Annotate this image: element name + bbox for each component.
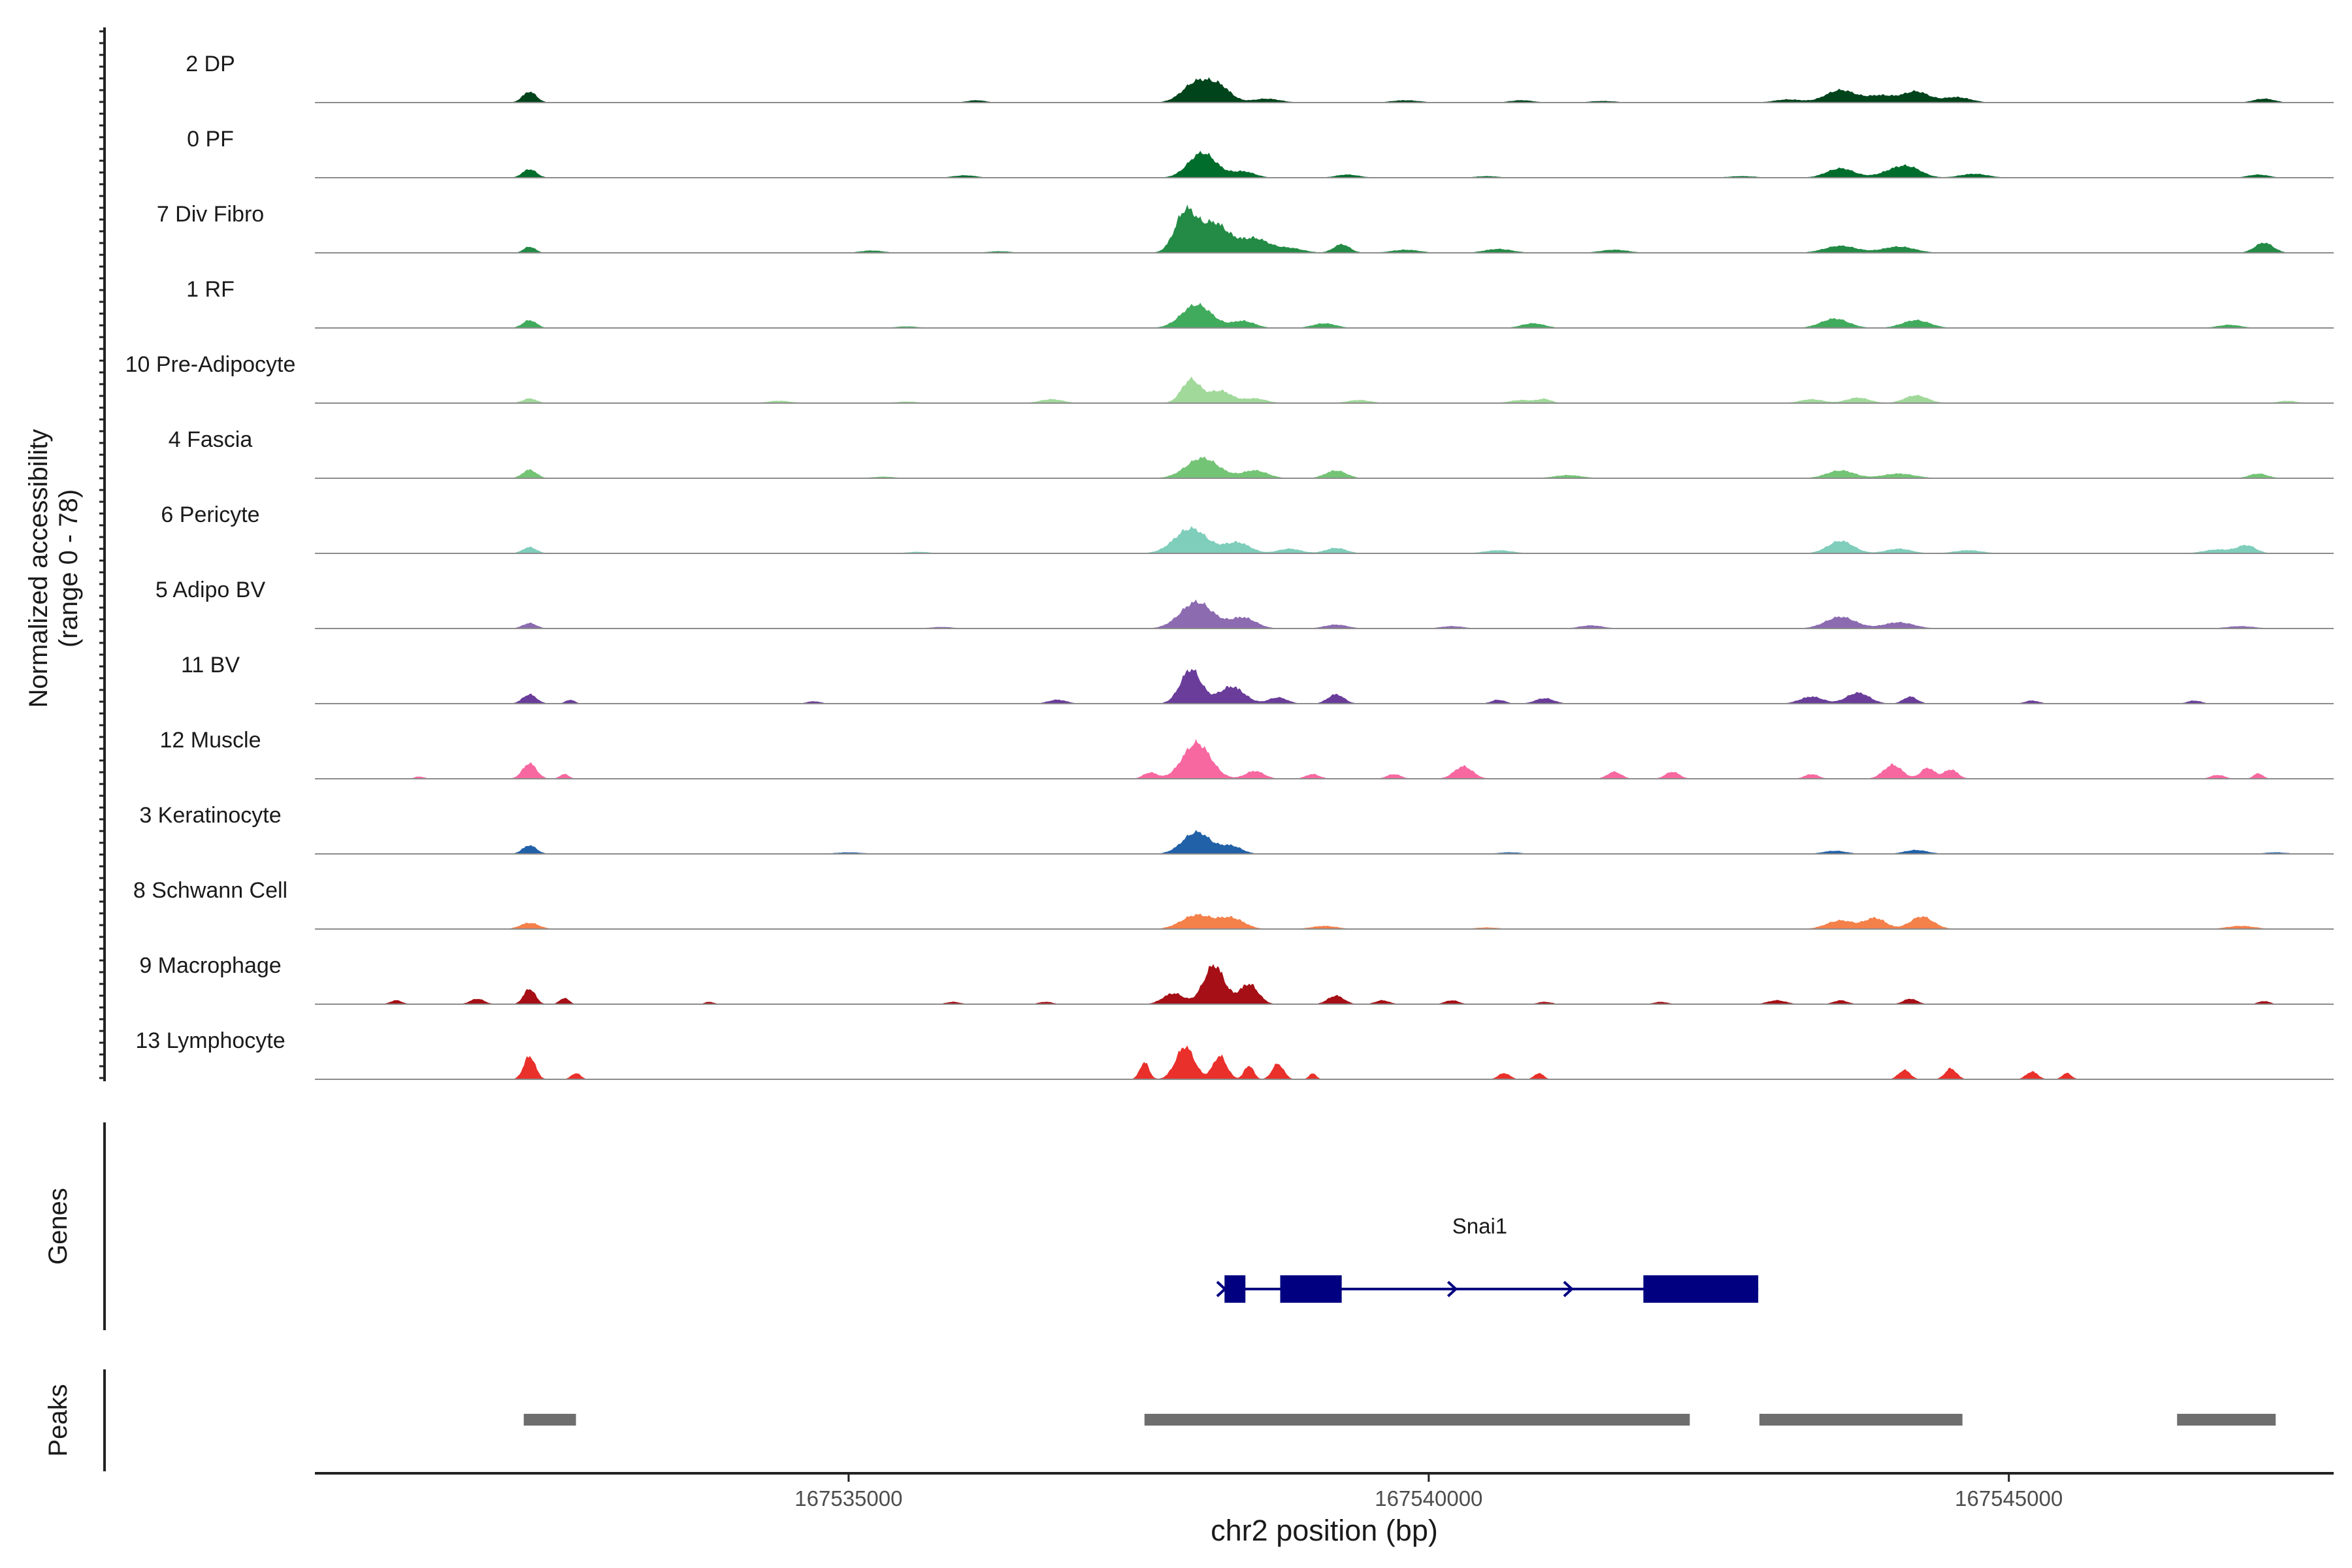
track-2-dp: 2 DP: [186, 52, 2334, 103]
gene-name-label: Snai1: [1452, 1214, 1507, 1238]
x-tick-label: 167540000: [1375, 1486, 1482, 1511]
coverage-area: [315, 302, 2334, 328]
coverage-area: [315, 150, 2334, 178]
y-axis-title-line2: (range 0 - 78): [54, 489, 83, 647]
track-12-muscle: 12 Muscle: [160, 728, 2334, 779]
gene-exon: [1280, 1275, 1342, 1303]
track-label: 8 Schwann Cell: [133, 878, 287, 903]
strand-arrow-icon: [1216, 1281, 1227, 1298]
track-label: 10 Pre-Adipocyte: [125, 352, 296, 377]
track-9-macrophage: 9 Macrophage: [139, 953, 2334, 1005]
track-5-adipo-bv: 5 Adipo BV: [155, 578, 2334, 629]
coverage-area: [315, 77, 2334, 103]
track-0-pf: 0 PF: [187, 127, 2334, 178]
coverage-area: [315, 526, 2334, 553]
coverage-tracks: 2 DP 0 PF 7 Div Fibro 1 RF 10 Pre-Adipocyte 4…: [125, 52, 2334, 1080]
peak-intervals: [523, 1414, 2276, 1426]
coverage-area: [315, 599, 2334, 629]
peak-interval: [2177, 1414, 2276, 1426]
strand-arrow-icon: [1563, 1281, 1574, 1298]
coverage-area: [315, 668, 2334, 704]
track-label: 13 Lymphocyte: [135, 1028, 285, 1053]
x-tick-label: 167535000: [794, 1486, 902, 1511]
track-8-schwann-cell: 8 Schwann Cell: [133, 878, 2334, 930]
track-10-pre-adipocyte: 10 Pre-Adipocyte: [125, 352, 2334, 404]
genes-track-label: Genes: [44, 1188, 73, 1265]
track-label: 1 RF: [186, 277, 235, 302]
track-label: 4 Fascia: [169, 427, 253, 452]
x-axis-ticks: 167535000 167540000 167545000: [794, 1473, 2063, 1511]
track-label: 7 Div Fibro: [157, 202, 264, 227]
gene-exon: [1224, 1275, 1246, 1303]
coverage-area: [315, 204, 2334, 253]
x-tick-label: 167545000: [1955, 1486, 2063, 1511]
track-label: 11 BV: [181, 653, 240, 678]
track-label: 3 Keratinocyte: [139, 803, 281, 828]
track-7-div-fibro: 7 Div Fibro: [157, 202, 2334, 253]
track-4-fascia: 4 Fascia: [169, 427, 2334, 479]
track-label: 12 Muscle: [160, 728, 261, 753]
y-axis: [99, 27, 106, 1081]
coverage-area: [315, 738, 2334, 779]
track-label: 6 Pericyte: [161, 502, 259, 527]
y-axis-title-line1: Normalized accessibility: [24, 429, 53, 708]
coverage-area: [315, 456, 2334, 478]
peak-interval: [1759, 1414, 1963, 1426]
coverage-area: [315, 376, 2334, 403]
track-label: 5 Adipo BV: [155, 578, 266, 602]
track-6-pericyte: 6 Pericyte: [161, 502, 2334, 554]
peaks-track-label: Peaks: [44, 1384, 73, 1456]
strand-arrow-icon: [1446, 1281, 1458, 1298]
coverage-area: [315, 1045, 2334, 1079]
coverage-area: [315, 964, 2334, 1004]
track-11-bv: 11 BV: [181, 653, 2334, 704]
track-label: 2 DP: [186, 52, 235, 76]
coverage-area: [315, 913, 2334, 929]
track-label: 9 Macrophage: [139, 953, 281, 978]
track-13-lymphocyte: 13 Lymphocyte: [135, 1028, 2334, 1080]
gene-exon: [1643, 1275, 1759, 1303]
peak-interval: [523, 1414, 576, 1426]
track-1-rf: 1 RF: [186, 277, 2334, 329]
track-3-keratinocyte: 3 Keratinocyte: [139, 803, 2334, 855]
x-axis-title: chr2 position (bp): [1211, 1514, 1438, 1547]
coverage-area: [315, 830, 2334, 854]
track-label: 0 PF: [187, 127, 234, 152]
peak-interval: [1144, 1414, 1690, 1426]
gene-model: [1216, 1275, 1759, 1303]
